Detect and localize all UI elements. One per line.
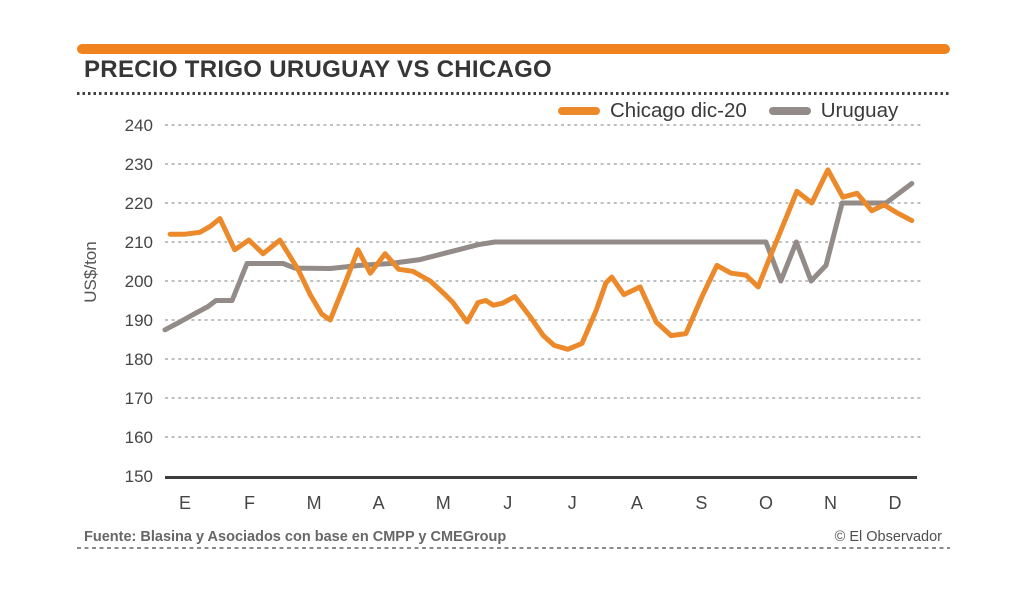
- month-label: J: [503, 493, 512, 513]
- month-label: F: [244, 493, 255, 513]
- month-label: M: [436, 493, 451, 513]
- month-label: J: [568, 493, 577, 513]
- y-tick-label: 190: [125, 311, 153, 330]
- series-line-chicago-dic-20: [167, 167, 915, 352]
- footer-dashed-rule: [77, 547, 950, 549]
- accent-bar: [77, 44, 950, 54]
- month-label: D: [889, 493, 902, 513]
- y-tick-label: 150: [125, 467, 153, 486]
- y-tick-label: 240: [125, 116, 153, 135]
- month-label: A: [373, 493, 385, 513]
- legend-item-chicago: Chicago dic-20: [558, 99, 747, 123]
- y-tick-label: 180: [125, 350, 153, 369]
- credit-note: © El Observador: [834, 529, 942, 545]
- page-title: PRECIO TRIGO URUGUAY VS CHICAGO: [84, 56, 553, 83]
- month-label: E: [179, 493, 191, 513]
- legend-label: Chicago dic-20: [610, 99, 747, 122]
- title-dotted-rule: [77, 92, 950, 95]
- y-tick-label: 210: [125, 233, 153, 252]
- line-swatch-icon: [558, 107, 600, 115]
- y-tick-label: 220: [125, 194, 153, 213]
- month-label: N: [824, 493, 837, 513]
- y-tick-label: 230: [125, 155, 153, 174]
- month-label: M: [307, 493, 322, 513]
- y-axis-title: US$/ton: [81, 241, 100, 302]
- line-swatch-icon: [768, 107, 811, 115]
- y-tick-label: 200: [125, 272, 153, 291]
- legend-item-uruguay: Uruguay: [768, 99, 899, 123]
- month-label: A: [631, 493, 643, 513]
- month-label: S: [695, 493, 707, 513]
- series-line-uruguay: [162, 181, 915, 333]
- y-tick-label: 170: [125, 389, 153, 408]
- month-label: O: [759, 493, 773, 513]
- chart-legend: Chicago dic-20 Uruguay: [558, 97, 898, 125]
- legend-label: Uruguay: [820, 99, 899, 122]
- source-note: Fuente: Blasina y Asociados con base en …: [84, 529, 507, 545]
- y-tick-label: 160: [125, 428, 153, 447]
